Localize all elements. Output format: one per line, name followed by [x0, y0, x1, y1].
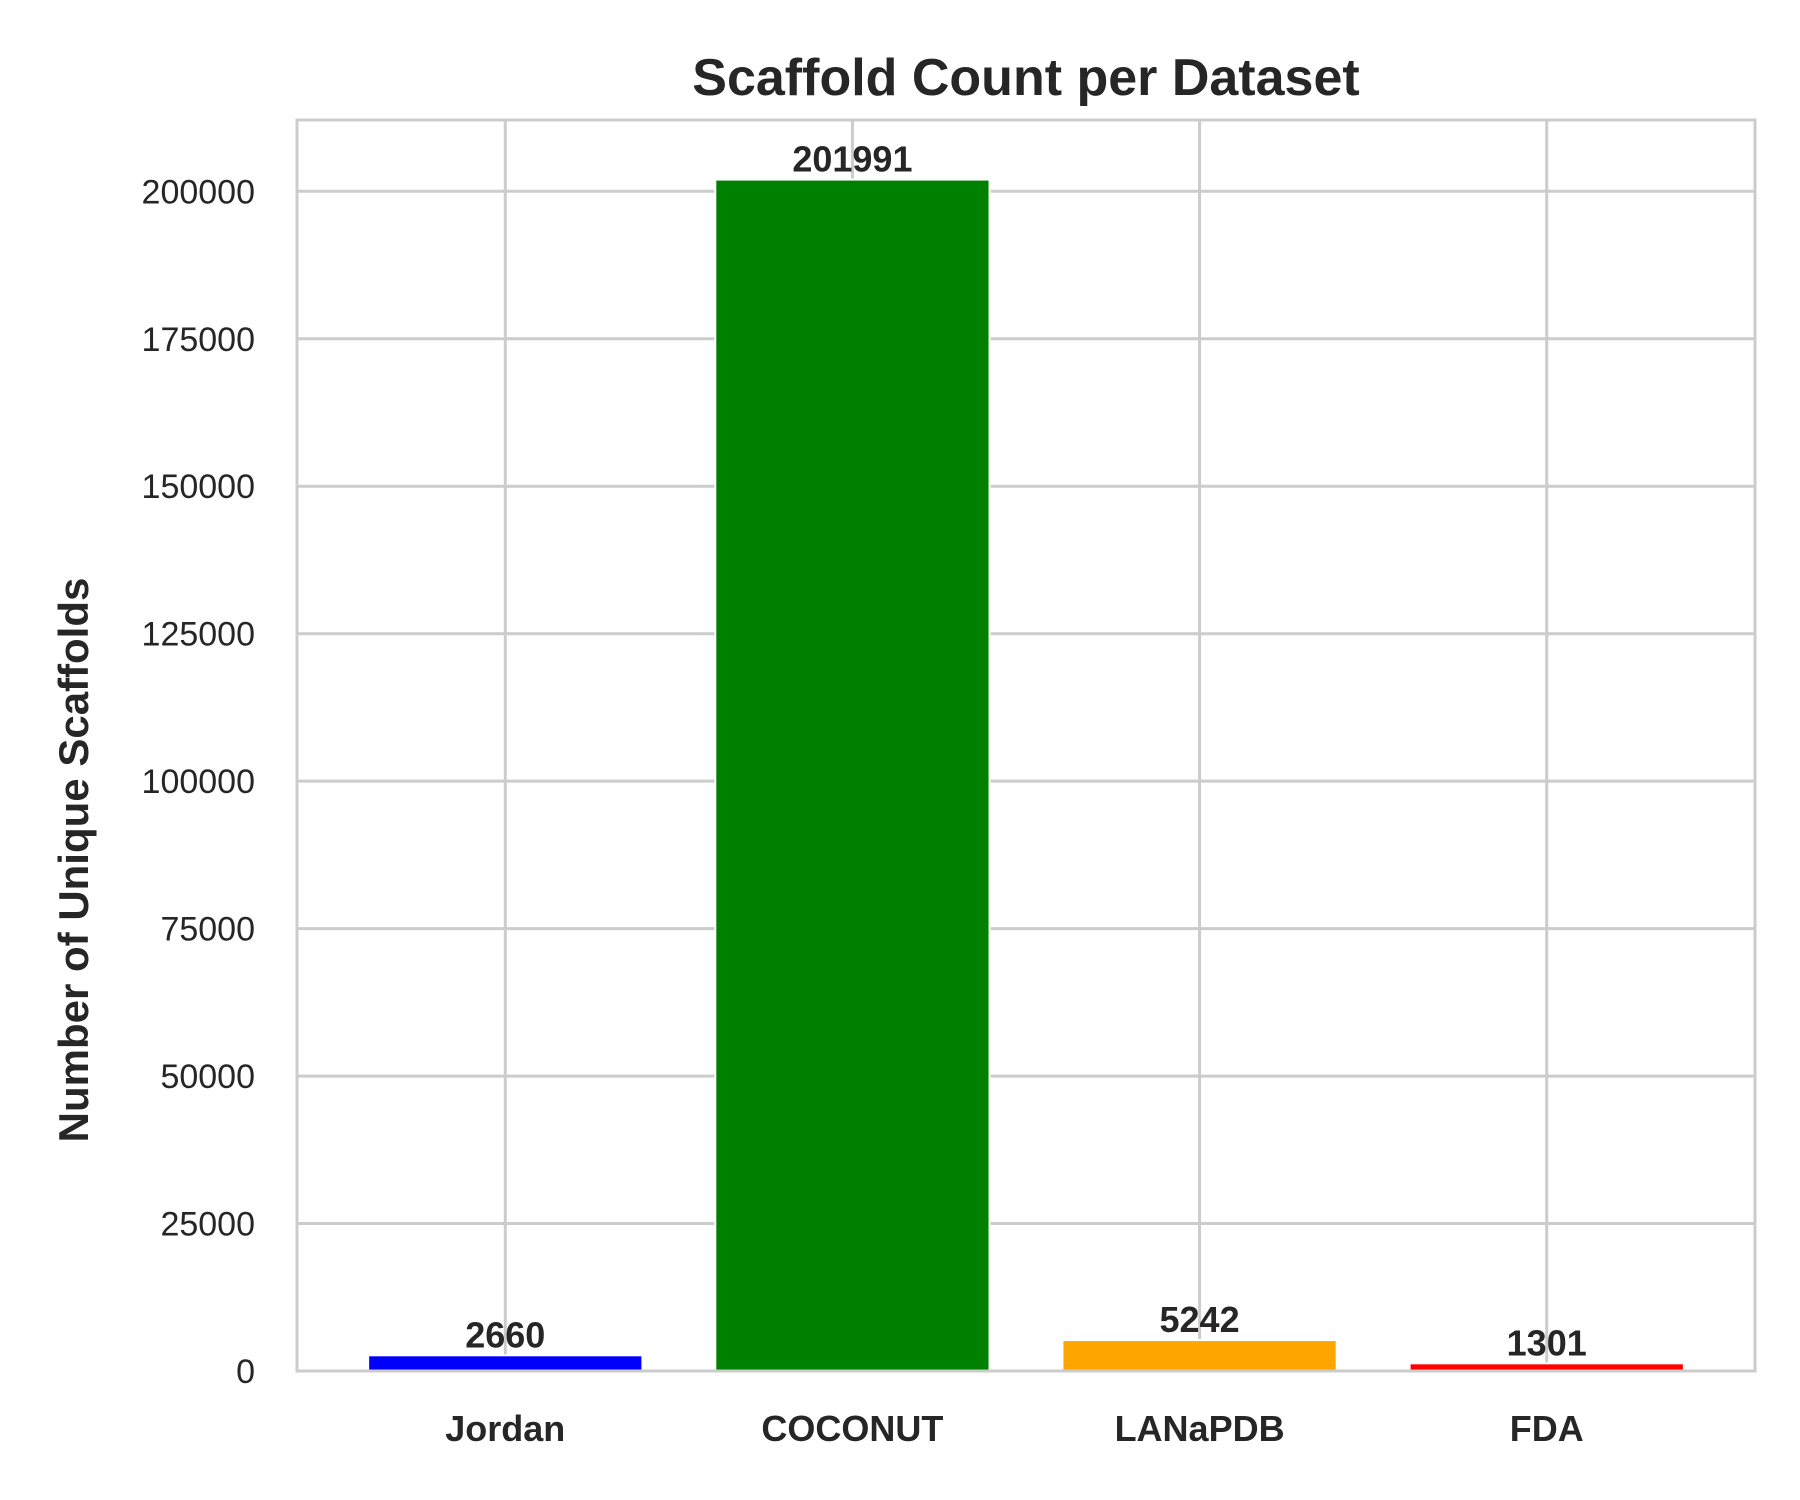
plot-frame	[295, 118, 1757, 1373]
x-tick-label: Jordan	[445, 1408, 565, 1449]
y-tick-label: 200000	[142, 173, 255, 211]
y-tick-label: 75000	[160, 911, 255, 949]
grid	[297, 120, 1755, 1373]
x-tick-label: LANaPDB	[1115, 1408, 1285, 1449]
x-tick-label: FDA	[1510, 1408, 1584, 1449]
value-label: 5242	[1160, 1299, 1240, 1340]
value-labels: 2660 201991 5242 1301	[465, 139, 1587, 1364]
y-tick-label: 175000	[142, 321, 255, 359]
y-tick-label: 150000	[142, 468, 255, 506]
value-label: 201991	[792, 139, 912, 180]
bar-jordan	[367, 1354, 644, 1373]
value-label: 1301	[1507, 1322, 1587, 1363]
y-tick-label: 50000	[160, 1058, 255, 1096]
value-label: 2660	[465, 1314, 545, 1355]
x-tick-label: COCONUT	[761, 1408, 943, 1449]
x-tick-labels: Jordan COCONUT LANaPDB FDA	[445, 1408, 1583, 1449]
y-tick-label: 0	[236, 1353, 255, 1391]
y-tick-label: 125000	[142, 616, 255, 654]
y-tick-label: 25000	[160, 1206, 255, 1244]
y-tick-labels: 0 25000 50000 75000 100000 125000 150000 175000…	[142, 173, 255, 1391]
bar-lanapdb	[1061, 1339, 1338, 1372]
bar-coconut	[714, 178, 991, 1372]
y-tick-label: 100000	[142, 763, 255, 801]
bars	[367, 178, 1685, 1373]
y-axis-label: Number of Unique Scaffolds	[50, 578, 97, 1143]
chart-title: Scaffold Count per Dataset	[692, 49, 1359, 107]
